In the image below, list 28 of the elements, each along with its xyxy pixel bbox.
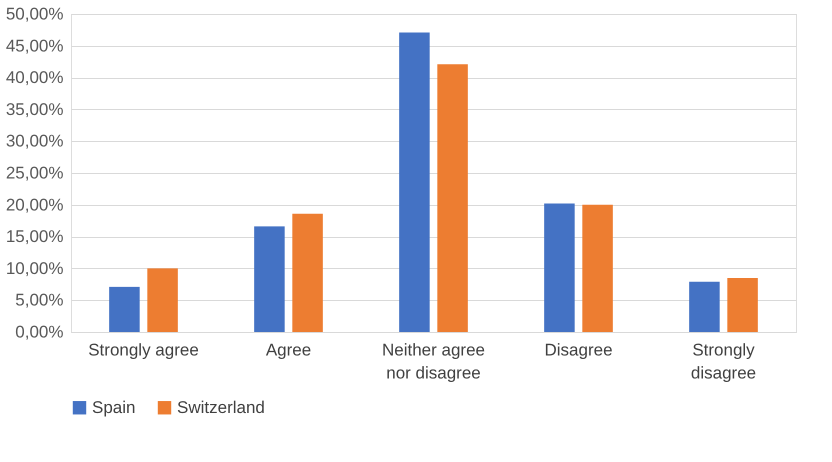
y-tick-label: 40,00% bbox=[6, 68, 64, 88]
x-tick-label: Agree bbox=[266, 340, 312, 360]
y-tick-label: 25,00% bbox=[6, 164, 64, 182]
bar bbox=[254, 226, 285, 332]
bar bbox=[147, 268, 178, 332]
legend-label: Switzerland bbox=[177, 398, 265, 417]
x-tick-label: Disagree bbox=[544, 340, 613, 360]
y-tick-label: 45,00% bbox=[6, 36, 64, 56]
y-tick-label: 0,00% bbox=[15, 322, 64, 342]
bar bbox=[689, 282, 720, 332]
y-tick-label: 10,00% bbox=[6, 258, 64, 278]
y-tick-label: 5,00% bbox=[15, 290, 64, 310]
y-tick-label: 35,00% bbox=[6, 100, 64, 119]
bar bbox=[292, 214, 323, 332]
bar bbox=[437, 64, 468, 332]
y-tick-label: 30,00% bbox=[6, 132, 64, 151]
y-tick-label: 50,00% bbox=[6, 4, 64, 24]
bar bbox=[399, 32, 430, 332]
y-tick-label: 20,00% bbox=[6, 195, 64, 214]
bar bbox=[727, 278, 758, 332]
y-tick-label: 15,00% bbox=[6, 227, 64, 246]
x-tick-label: Neither agree nor disagree bbox=[382, 340, 486, 382]
x-tick-label: Strongly agree bbox=[88, 340, 199, 360]
x-tick-label: Strongly disagree bbox=[690, 340, 756, 382]
bar bbox=[582, 204, 613, 332]
legend-label: Spain bbox=[92, 398, 136, 417]
bar bbox=[109, 286, 140, 332]
bar bbox=[544, 204, 575, 332]
